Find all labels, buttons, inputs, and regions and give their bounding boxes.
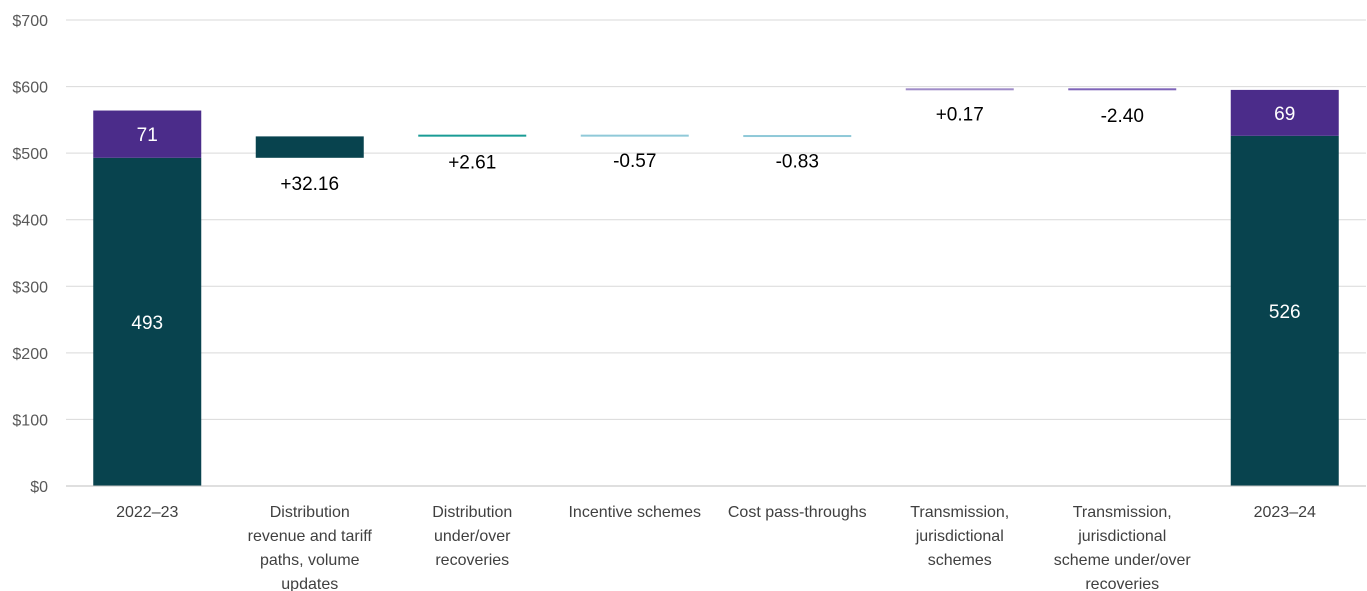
data-labels: 493 71 526 69 +32.16 +2.61 -0.57 -0.83 +0.17 -2.4… bbox=[131, 104, 1300, 334]
y-tick-label: $0 bbox=[30, 479, 48, 496]
bar-segment bbox=[93, 110, 202, 158]
y-tick-label: $700 bbox=[12, 13, 48, 30]
y-tick-label: $100 bbox=[12, 412, 48, 429]
data-label: +32.16 bbox=[280, 174, 339, 195]
data-label: +0.17 bbox=[936, 104, 984, 125]
data-label: -0.83 bbox=[776, 152, 819, 173]
data-label: +2.61 bbox=[448, 152, 496, 173]
x-tick-label: Transmission, jurisdictional schemes bbox=[910, 504, 1009, 569]
y-tick-label: $300 bbox=[12, 279, 48, 296]
x-tick-label: Transmission, jurisdictional scheme under/… bbox=[1054, 504, 1192, 591]
x-tick-label: Distribution under/over recoveries bbox=[432, 504, 512, 569]
change-bar bbox=[743, 135, 852, 138]
bar-segment bbox=[1230, 135, 1339, 486]
x-tick-label: 2023–24 bbox=[1254, 504, 1316, 521]
x-tick-label: Distribution revenue and tariff paths, vol… bbox=[248, 504, 373, 591]
change-bar bbox=[1068, 88, 1177, 91]
data-label: 69 bbox=[1274, 104, 1295, 125]
change-bar bbox=[255, 136, 364, 158]
x-tick-label: Incentive schemes bbox=[568, 504, 701, 521]
y-tick-label: $600 bbox=[12, 80, 48, 97]
data-label: -2.40 bbox=[1101, 106, 1144, 127]
x-axis: 2022–23 Distribution revenue and tariff pat… bbox=[66, 485, 1366, 591]
y-tick-label: $400 bbox=[12, 213, 48, 230]
bar-segment bbox=[93, 157, 202, 486]
change-bar bbox=[580, 134, 689, 137]
y-tick-label: $200 bbox=[12, 346, 48, 363]
y-tick-label: $500 bbox=[12, 146, 48, 163]
data-label: 71 bbox=[137, 125, 158, 146]
change-bar bbox=[905, 88, 1014, 91]
data-label: 493 bbox=[131, 313, 163, 334]
bar-segment bbox=[1230, 89, 1339, 136]
data-label: 526 bbox=[1269, 302, 1301, 323]
y-axis: $0 $100 $200 $300 $400 $500 $600 $700 bbox=[12, 13, 48, 496]
change-bar bbox=[418, 134, 527, 137]
data-label: -0.57 bbox=[613, 151, 656, 172]
x-tick-label: 2022–23 bbox=[116, 504, 178, 521]
gridlines bbox=[66, 19, 1366, 420]
bars bbox=[93, 88, 1339, 486]
x-tick-label: Cost pass-throughs bbox=[728, 504, 867, 521]
